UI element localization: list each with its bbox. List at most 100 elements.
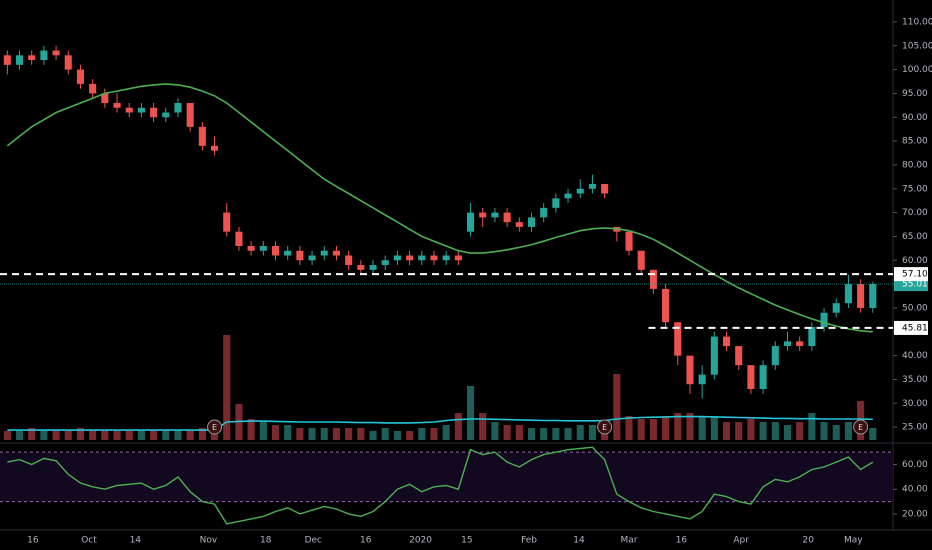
candle-body <box>150 107 158 118</box>
candle-body <box>101 93 109 103</box>
rsi-y-tick-label: 40.00 <box>902 485 928 495</box>
y-tick-label: 90.00 <box>902 113 928 123</box>
candle-body <box>345 255 353 266</box>
candle-body <box>235 231 243 246</box>
x-tick-label: Mar <box>621 536 638 546</box>
x-tick-label: Apr <box>733 536 749 546</box>
volume-bar <box>771 422 779 440</box>
y-tick-label: 65.00 <box>902 232 928 242</box>
volume-bar <box>247 419 255 440</box>
candle-body <box>527 217 536 227</box>
candle-body <box>735 346 743 366</box>
moving-average-line <box>6 83 873 333</box>
volume-bar <box>345 428 353 440</box>
candle-body <box>601 184 609 194</box>
volume-bar <box>515 425 523 440</box>
earnings-label: E <box>212 423 217 432</box>
candle-body <box>771 346 779 366</box>
y-tick-label: 40.00 <box>902 351 928 361</box>
candle-body <box>223 212 231 232</box>
y-tick-label: 85.00 <box>902 137 928 147</box>
candle-body <box>783 341 792 347</box>
volume-bar <box>406 431 414 440</box>
candle-body <box>637 250 645 270</box>
candle-body <box>3 55 11 65</box>
candle-body <box>649 269 657 289</box>
volume-bar <box>735 422 743 440</box>
candle-body <box>308 255 316 261</box>
candle-body <box>467 212 475 232</box>
y-tick-label: 25.00 <box>902 423 928 433</box>
candle-body <box>710 336 718 375</box>
candle-body <box>247 245 255 251</box>
candle-body <box>796 341 804 347</box>
volume-bar <box>271 425 280 440</box>
x-tick-label: 16 <box>27 536 39 546</box>
volume-bar <box>527 428 536 440</box>
volume-bar <box>844 422 852 440</box>
candle-body <box>15 55 24 65</box>
candle-body <box>820 312 828 328</box>
candle-body <box>113 102 121 108</box>
earnings-marker <box>207 419 223 435</box>
volume-bar <box>357 428 365 440</box>
earnings-marker <box>597 419 613 435</box>
earnings-label: E <box>602 423 607 432</box>
candle-body <box>844 284 852 304</box>
volume-bar <box>832 425 840 440</box>
volume-ma-line <box>7 415 873 431</box>
candle-body <box>759 365 767 389</box>
volume-bar <box>503 425 511 440</box>
candle-body <box>662 288 670 323</box>
candle-body <box>369 265 377 270</box>
volume-bar <box>710 416 718 440</box>
volume-bar <box>613 374 621 440</box>
y-tick-label: 35.00 <box>902 375 928 385</box>
y-tick-label: 105.00 <box>902 41 932 51</box>
volume-bar <box>186 431 194 440</box>
y-tick-label: 95.00 <box>902 89 928 99</box>
level-box <box>894 320 928 335</box>
x-tick-label: May <box>844 536 863 546</box>
volume-bar <box>137 431 145 440</box>
candle-body <box>503 212 511 223</box>
volume-bar <box>259 422 267 440</box>
candle-body <box>442 255 450 261</box>
candle-body <box>869 284 877 308</box>
y-tick-label: 50.00 <box>902 303 928 313</box>
candle-body <box>832 303 840 313</box>
candle-body <box>454 255 462 261</box>
candle-body <box>552 198 560 208</box>
x-tick-label: 20 <box>802 536 814 546</box>
candle-body <box>186 102 194 127</box>
level-label: 57.10 <box>902 270 928 280</box>
y-tick-label: 60.00 <box>902 256 928 266</box>
volume-bar <box>491 422 499 440</box>
volume-bar <box>698 416 706 440</box>
candle-body <box>418 255 426 261</box>
x-tick-label: Dec <box>305 536 322 546</box>
volume-bar <box>467 386 475 440</box>
candle-body <box>259 245 267 251</box>
y-tick-label: 75.00 <box>902 184 928 194</box>
x-tick-label: 2020 <box>409 536 432 546</box>
volume-bar <box>820 422 828 440</box>
candle-body <box>747 365 755 389</box>
candle-body <box>588 184 596 189</box>
level-label: 45.81 <box>902 323 928 333</box>
x-tick-label: Nov <box>200 536 218 546</box>
volume-bar <box>649 419 657 440</box>
rsi-y-tick-label: 20.00 <box>902 509 928 519</box>
level-box <box>894 267 928 282</box>
candle-body <box>540 207 548 218</box>
volume-bar <box>101 431 109 440</box>
candle-body <box>332 250 340 256</box>
volume-bar <box>588 425 596 440</box>
volume-bar <box>125 431 133 440</box>
candle-body <box>162 112 170 118</box>
candle-body <box>381 260 389 266</box>
x-tick-label: 18 <box>260 536 272 546</box>
earnings-marker <box>853 419 869 435</box>
